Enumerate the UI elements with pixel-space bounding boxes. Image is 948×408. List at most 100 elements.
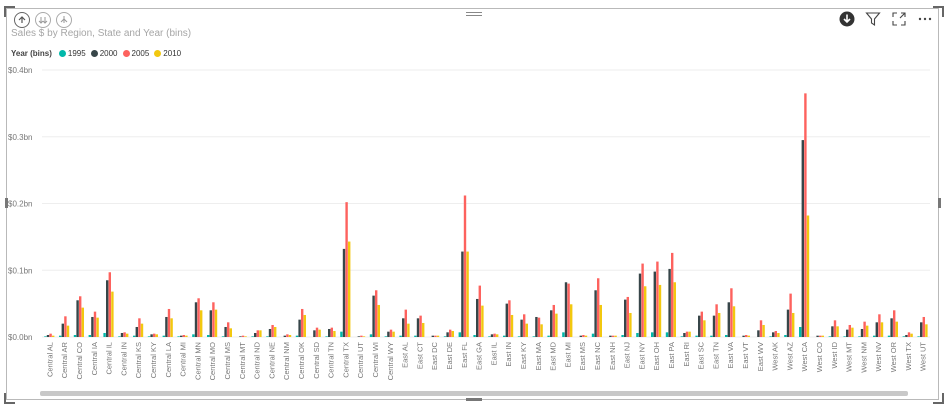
legend-item-2010[interactable]: 2010 <box>154 49 181 58</box>
bar[interactable] <box>266 336 269 337</box>
bar[interactable] <box>251 336 254 337</box>
bar[interactable] <box>64 316 67 337</box>
bar[interactable] <box>384 336 387 337</box>
bar[interactable] <box>44 336 47 337</box>
bar[interactable] <box>584 335 588 337</box>
bar[interactable] <box>508 300 511 337</box>
bar[interactable] <box>138 318 141 337</box>
bar[interactable] <box>224 326 227 337</box>
bar[interactable] <box>718 312 721 337</box>
bar[interactable] <box>858 336 861 337</box>
bar[interactable] <box>481 305 484 337</box>
bar[interactable] <box>831 326 834 337</box>
bar[interactable] <box>111 291 114 337</box>
bar[interactable] <box>873 335 876 337</box>
bar[interactable] <box>387 331 390 337</box>
bar[interactable] <box>712 315 716 337</box>
bar[interactable] <box>843 336 846 337</box>
bar[interactable] <box>451 330 454 337</box>
bar[interactable] <box>922 316 925 337</box>
bar[interactable] <box>348 241 351 337</box>
bar[interactable] <box>399 335 402 337</box>
bar[interactable] <box>552 304 555 337</box>
bar[interactable] <box>875 322 878 337</box>
legend-item-1995[interactable]: 1995 <box>58 49 86 58</box>
bar[interactable] <box>333 330 336 337</box>
bar[interactable] <box>167 308 171 337</box>
bar[interactable] <box>407 323 410 337</box>
bar[interactable] <box>274 326 277 337</box>
bar[interactable] <box>636 332 639 337</box>
focus-mode-icon[interactable] <box>890 10 908 28</box>
bar[interactable] <box>540 324 543 337</box>
bar[interactable] <box>685 331 689 337</box>
bar[interactable] <box>369 334 373 337</box>
bar[interactable] <box>564 282 568 337</box>
bar[interactable] <box>887 335 891 337</box>
bar[interactable] <box>345 202 348 337</box>
bar[interactable] <box>614 335 617 337</box>
bar[interactable] <box>757 330 760 337</box>
bar[interactable] <box>730 288 733 337</box>
bar[interactable] <box>214 309 218 337</box>
bar[interactable] <box>626 296 629 337</box>
bar[interactable] <box>416 318 420 337</box>
bar[interactable] <box>611 335 615 337</box>
bar[interactable] <box>461 251 464 337</box>
bar[interactable] <box>562 332 565 337</box>
bar[interactable] <box>846 329 849 337</box>
bar[interactable] <box>153 333 156 337</box>
bar[interactable] <box>227 322 230 337</box>
bar[interactable] <box>286 334 289 337</box>
bar[interactable] <box>537 317 541 337</box>
bar[interactable] <box>375 290 378 337</box>
bar[interactable] <box>621 334 624 337</box>
bar[interactable] <box>207 334 210 337</box>
bar[interactable] <box>340 331 343 337</box>
bar[interactable] <box>769 336 772 337</box>
bar[interactable] <box>182 334 185 337</box>
bar[interactable] <box>828 336 831 337</box>
bar[interactable] <box>725 334 728 337</box>
bar[interactable] <box>762 324 765 337</box>
more-options-icon[interactable] <box>916 10 934 28</box>
bar[interactable] <box>108 272 111 337</box>
bar[interactable] <box>318 329 321 337</box>
bar[interactable] <box>170 318 173 337</box>
bar[interactable] <box>727 302 730 337</box>
bar[interactable] <box>135 326 138 337</box>
bar[interactable] <box>591 333 595 337</box>
bar[interactable] <box>567 283 570 337</box>
resize-handle-bottom[interactable] <box>466 398 482 401</box>
bar[interactable] <box>177 336 180 337</box>
bar[interactable] <box>777 332 780 337</box>
bar[interactable] <box>103 332 106 337</box>
bar[interactable] <box>360 335 363 337</box>
bar[interactable] <box>239 336 242 337</box>
bar[interactable] <box>473 334 476 337</box>
bar[interactable] <box>52 335 55 337</box>
resize-corner-top-left[interactable] <box>4 6 15 17</box>
bar[interactable] <box>165 316 168 337</box>
horizontal-scrollbar[interactable] <box>40 391 908 396</box>
legend-item-2000[interactable]: 2000 <box>90 49 118 58</box>
bar[interactable] <box>792 312 795 337</box>
bar[interactable] <box>816 335 819 337</box>
bar[interactable] <box>644 286 647 337</box>
bar[interactable] <box>478 285 481 337</box>
legend-item-2005[interactable]: 2005 <box>122 49 149 58</box>
bar[interactable] <box>804 93 807 337</box>
bar[interactable] <box>579 335 582 337</box>
bar[interactable] <box>458 332 461 337</box>
bar[interactable] <box>330 327 333 337</box>
bar[interactable] <box>443 336 447 337</box>
bar[interactable] <box>683 332 686 337</box>
bar[interactable] <box>466 251 469 337</box>
bar[interactable] <box>490 334 494 337</box>
bar[interactable] <box>192 334 195 337</box>
bar[interactable] <box>597 278 600 337</box>
bar[interactable] <box>244 336 247 337</box>
bar[interactable] <box>88 334 91 337</box>
resize-corner-bottom-left[interactable] <box>4 393 15 404</box>
bar[interactable] <box>328 328 331 337</box>
